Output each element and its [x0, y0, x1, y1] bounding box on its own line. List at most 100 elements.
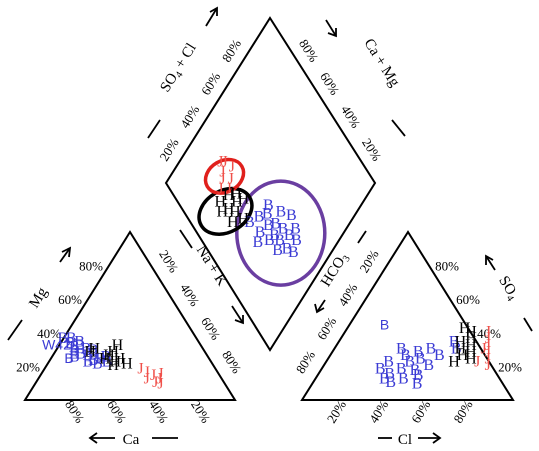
data-point-anion: B [379, 371, 390, 388]
tick-cation-left: 40% [37, 326, 61, 341]
annotation-label: B [380, 316, 389, 332]
axis-label-ca: Ca [123, 432, 140, 448]
data-point-cation: J [157, 376, 163, 393]
annotation-label: W42 [42, 337, 71, 353]
data-point-diamond: H [229, 204, 241, 221]
tick-hco3: 20% [356, 247, 381, 275]
data-point-cation: J [157, 365, 163, 382]
tick-diamond-left: 80% [219, 36, 244, 64]
data-point-diamond: B [291, 232, 302, 249]
data-point-diamond: B [262, 205, 273, 222]
tick-hco3: 40% [335, 281, 360, 309]
tick-hco3: 80% [293, 348, 318, 376]
data-point-anion: B [451, 340, 462, 357]
axis-label-so4-cl: SO4 + Cl [157, 41, 201, 97]
group-ellipses [197, 157, 327, 287]
data-point-diamond: B [254, 209, 265, 226]
data-point-anion: B [385, 374, 396, 391]
data-point-diamond: B [255, 224, 266, 241]
axis-label-mg: Mg [26, 284, 51, 311]
data-point-anion: B [396, 360, 407, 377]
data-point-anion: B [383, 354, 394, 371]
data-point-anion: B [413, 344, 424, 361]
data-point-anion: B [375, 360, 386, 377]
data-point-diamond: J [219, 164, 225, 181]
data-point-cation: B [75, 345, 86, 362]
data-point-diamond: B [270, 215, 281, 232]
data-point-cation: B [69, 345, 80, 362]
data-point-cation: H [84, 344, 96, 361]
data-point-cation: J [150, 367, 156, 384]
data-point-diamond: J [217, 180, 223, 197]
tick-nak: 20% [156, 247, 181, 275]
data-point-diamond: B [288, 244, 299, 261]
data-point-diamond: B [286, 207, 297, 224]
data-point-cation: B [74, 337, 85, 354]
data-point-diamond: B [290, 220, 301, 237]
data-point-anion: H [455, 340, 467, 357]
tick-anion-right: 20% [498, 359, 522, 374]
tick-nak: 60% [198, 314, 223, 342]
data-point-anion: H [459, 320, 471, 337]
axis-arrows [7, 6, 533, 444]
data-point-anion: H [465, 330, 477, 347]
data-point-diamond: B [282, 240, 293, 257]
data-point-diamond: J [219, 170, 225, 187]
data-point-anion: B [400, 347, 411, 364]
data-point-anion: H [465, 344, 477, 361]
data-point-cation: H [107, 357, 119, 374]
data-point-diamond: H [237, 190, 249, 207]
data-point-anion: H [465, 337, 477, 354]
data-point-anion: B [396, 340, 407, 357]
data-point-cation: H [114, 350, 126, 367]
tick-anion-right: 40% [477, 326, 501, 341]
data-point-cation: H [121, 355, 133, 372]
data-point-diamond: H [217, 204, 229, 221]
data-point-diamond: H [223, 200, 235, 217]
data-point-cation: J [144, 364, 150, 381]
data-point-cation: B [83, 354, 94, 371]
data-point-anion: B [384, 365, 395, 382]
data-point-cation: J [137, 360, 143, 377]
data-point-cation: B [101, 349, 112, 366]
data-point-cation: B [81, 340, 92, 357]
data-point-cation: B [57, 330, 68, 347]
data-point-anion: J [485, 330, 491, 347]
data-point-anion: B [423, 357, 434, 374]
data-point-cation: B [66, 330, 77, 347]
data-point-diamond: B [252, 234, 263, 251]
tick-diamond-right: 80% [296, 37, 321, 65]
data-point-anion: J [480, 340, 486, 357]
tick-anion-bottom: 60% [408, 397, 433, 425]
data-point-cation: H [103, 347, 115, 364]
data-point-diamond: H [223, 187, 235, 204]
data-point-cation: B [65, 335, 76, 352]
data-point-cation: B [88, 345, 99, 362]
data-point-anion: H [455, 334, 467, 351]
data-point-anion: B [434, 347, 445, 364]
axis-label-cl: Cl [398, 432, 412, 448]
data-point-cation: B [88, 352, 99, 369]
data-point-diamond: B [276, 204, 287, 221]
diamond-frame [164, 16, 377, 352]
data-point-diamond: H [231, 194, 243, 211]
tick-cation-bottom: 20% [188, 398, 213, 426]
data-point-cation: B [88, 342, 99, 359]
data-point-cation: J [156, 371, 162, 388]
axis-label-ca-mg: Ca + Mg [360, 36, 402, 90]
data-point-cation: H [107, 344, 119, 361]
data-point-diamond: H [237, 210, 249, 227]
data-point-diamond: H [227, 214, 239, 231]
data-point-anion: B [412, 376, 423, 393]
axis-label-so4: SO4 [494, 273, 522, 303]
data-point-anion: J [485, 344, 491, 361]
data-point-anion: B [410, 362, 421, 379]
data-point-cation: B [92, 355, 103, 372]
data-point-anion: B [404, 354, 415, 371]
data-point-cation: B [102, 354, 113, 371]
data-point-anion: B [413, 367, 424, 384]
data-point-cation: B [69, 339, 80, 356]
data-point-anion: B [449, 334, 460, 351]
